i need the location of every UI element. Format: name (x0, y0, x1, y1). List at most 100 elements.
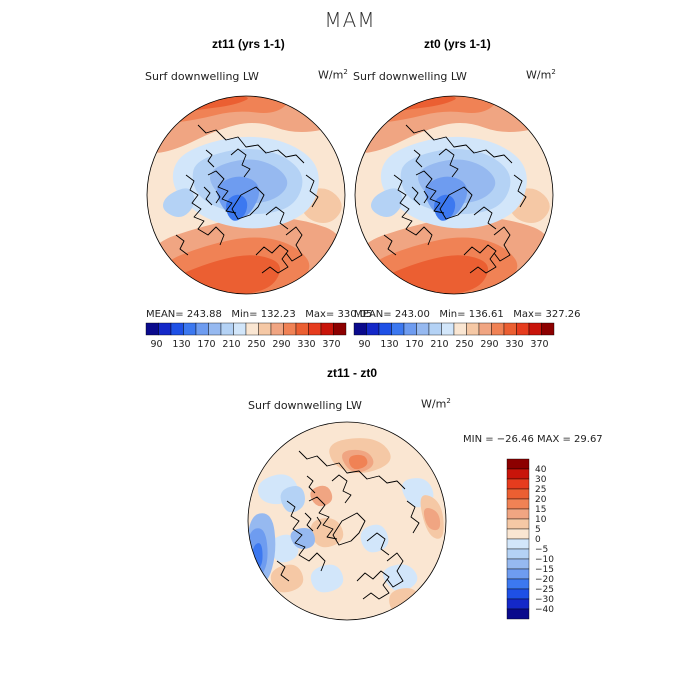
panel-2-max: 327.26 (545, 309, 581, 320)
panel-1-colorbar: 90 130 170 210 250 290 330 370 (145, 322, 347, 350)
panel-3-colorbar-swatch (506, 508, 530, 520)
panel-3-colorbar-tick-label: 30 (535, 475, 547, 485)
panel-3-field-label: Surf downwelling LW (248, 399, 362, 412)
panel-3-colorbar-swatch (506, 478, 530, 490)
panel-3-title: zt11 - zt0 (327, 366, 378, 380)
panel-3-colorbar-swatch (506, 578, 530, 590)
panel-3-colorbar-tick-label: 0 (535, 535, 541, 545)
panel-1-colorbar-tick-label: 370 (322, 339, 340, 350)
panel-3-stats: MIN = −26.46 MAX = 29.67 (463, 434, 603, 445)
panel-3-units: W/m2 (421, 397, 451, 411)
panel-1-mean: 243.88 (186, 309, 222, 320)
panel-1-colorbar-swatch (145, 322, 159, 336)
panel-1-colorbar-swatch (320, 322, 334, 336)
panel-2-colorbar-swatch (416, 322, 430, 336)
panel-2-colorbar-swatch (491, 322, 505, 336)
panel-3-colorbar-swatch (506, 498, 530, 510)
panel-1-stats: MEAN= 243.88 Min= 132.23 Max= 330.05 (146, 309, 373, 320)
panel-1-colorbar-swatch (208, 322, 222, 336)
panel-1-colorbar-swatch (183, 322, 197, 336)
panel-1-colorbar-swatch (245, 322, 259, 336)
panel-1-colorbar-swatch (158, 322, 172, 336)
panel-2-colorbar-tick-label: 330 (505, 339, 523, 350)
panel-3-colorbar-tick-label: −25 (535, 585, 554, 595)
panel-3-map (247, 421, 447, 621)
panel-2-colorbar-swatch (503, 322, 517, 336)
panel-2-colorbar-tick-label: 130 (380, 339, 398, 350)
panel-1-colorbar-swatch (283, 322, 297, 336)
panel-2-colorbar-swatch (478, 322, 492, 336)
panel-3-colorbar-tick-label: 40 (535, 465, 547, 475)
panel-3-colorbar-swatch (506, 558, 530, 570)
panel-1-colorbar-swatch (295, 322, 309, 336)
panel-2-min: 136.61 (468, 309, 504, 320)
panel-2-colorbar-swatch (366, 322, 380, 336)
panel-1-title: zt11 (yrs 1-1) (212, 37, 285, 51)
panel-3-colorbar-tick-label: 10 (535, 515, 547, 525)
panel-2-colorbar-swatch (466, 322, 480, 336)
panel-2-colorbar-swatch (403, 322, 417, 336)
panel-3-colorbar-swatch (506, 548, 530, 560)
panel-3-colorbar-tick-label: −15 (535, 565, 554, 575)
panel-2-colorbar-swatch (353, 322, 367, 336)
panel-2-colorbar-tick-label: 90 (358, 339, 370, 350)
panel-2-colorbar-swatch (428, 322, 442, 336)
panel-3-colorbar-tick-label: −10 (535, 555, 554, 565)
panel-3-colorbar-swatch (506, 528, 530, 540)
panel-1-units: W/m2 (318, 68, 348, 82)
panel-3-colorbar-tick-label: 15 (535, 505, 546, 515)
panel-3-colorbar-swatch (506, 588, 530, 600)
panel-2-title: zt0 (yrs 1-1) (424, 37, 491, 51)
panel-2-colorbar-tick-label: 370 (530, 339, 548, 350)
panel-1-map (146, 95, 346, 295)
panel-3-colorbar-tick-label: 5 (535, 525, 541, 535)
panel-2-colorbar-tick-label: 250 (455, 339, 473, 350)
panel-3-colorbar-tick-label: −30 (535, 595, 554, 605)
panel-3-colorbar-swatch (506, 488, 530, 500)
panel-3-colorbar-swatch (506, 538, 530, 550)
panel-2-colorbar-tick-label: 290 (480, 339, 498, 350)
panel-3-colorbar-swatch (506, 518, 530, 530)
panel-1-colorbar-swatch (333, 322, 347, 336)
panel-2-colorbar-swatch (541, 322, 555, 336)
panel-2-colorbar-swatch (516, 322, 530, 336)
panel-2-colorbar-swatch (528, 322, 542, 336)
panel-1-colorbar-tick-label: 170 (197, 339, 215, 350)
panel-3-colorbar-swatch (506, 468, 530, 480)
panel-3-colorbar-swatch (506, 568, 530, 580)
panel-2-units: W/m2 (526, 68, 556, 82)
panel-1-colorbar-swatch (220, 322, 234, 336)
panel-2-map (354, 95, 554, 295)
panel-3-colorbar-swatch (506, 608, 530, 620)
panel-1-colorbar-tick-label: 290 (272, 339, 290, 350)
panel-2-field-label: Surf downwelling LW (353, 70, 467, 83)
panel-1-colorbar-swatch (195, 322, 209, 336)
panel-1-colorbar-swatch (258, 322, 272, 336)
panel-2-colorbar-swatch (453, 322, 467, 336)
panel-2-colorbar-swatch (378, 322, 392, 336)
panel-2-mean: 243.00 (394, 309, 430, 320)
panel-1-colorbar-swatch (270, 322, 284, 336)
panel-3-colorbar-tick-label: −5 (535, 545, 548, 555)
panel-1-colorbar-tick-label: 130 (172, 339, 190, 350)
panel-3-colorbar-tick-label: −20 (535, 575, 554, 585)
panel-1-colorbar-swatch (233, 322, 247, 336)
panel-3-colorbar-tick-label: 20 (535, 495, 547, 505)
figure-title: MAM (324, 8, 376, 32)
panel-1-colorbar-tick-label: 250 (247, 339, 265, 350)
panel-2-stats: MEAN= 243.00 Min= 136.61 Max= 327.26 (354, 309, 581, 320)
panel-2-colorbar-swatch (441, 322, 455, 336)
panel-2-colorbar-tick-label: 170 (405, 339, 423, 350)
panel-1-field-label: Surf downwelling LW (145, 70, 259, 83)
panel-2-colorbar-swatch (391, 322, 405, 336)
panel-1-colorbar-tick-label: 210 (222, 339, 240, 350)
panel-1-max: 330.05 (337, 309, 373, 320)
panel-3-colorbar-swatch (506, 458, 530, 470)
panel-3-colorbar-tick-label: −40 (535, 605, 554, 615)
panel-1-min: 132.23 (260, 309, 296, 320)
panel-2-colorbar: 90 130 170 210 250 290 330 370 (353, 322, 555, 350)
panel-3-colorbar-tick-label: 25 (535, 485, 546, 495)
panel-1-colorbar-swatch (170, 322, 184, 336)
panel-1-colorbar-tick-label: 330 (297, 339, 315, 350)
